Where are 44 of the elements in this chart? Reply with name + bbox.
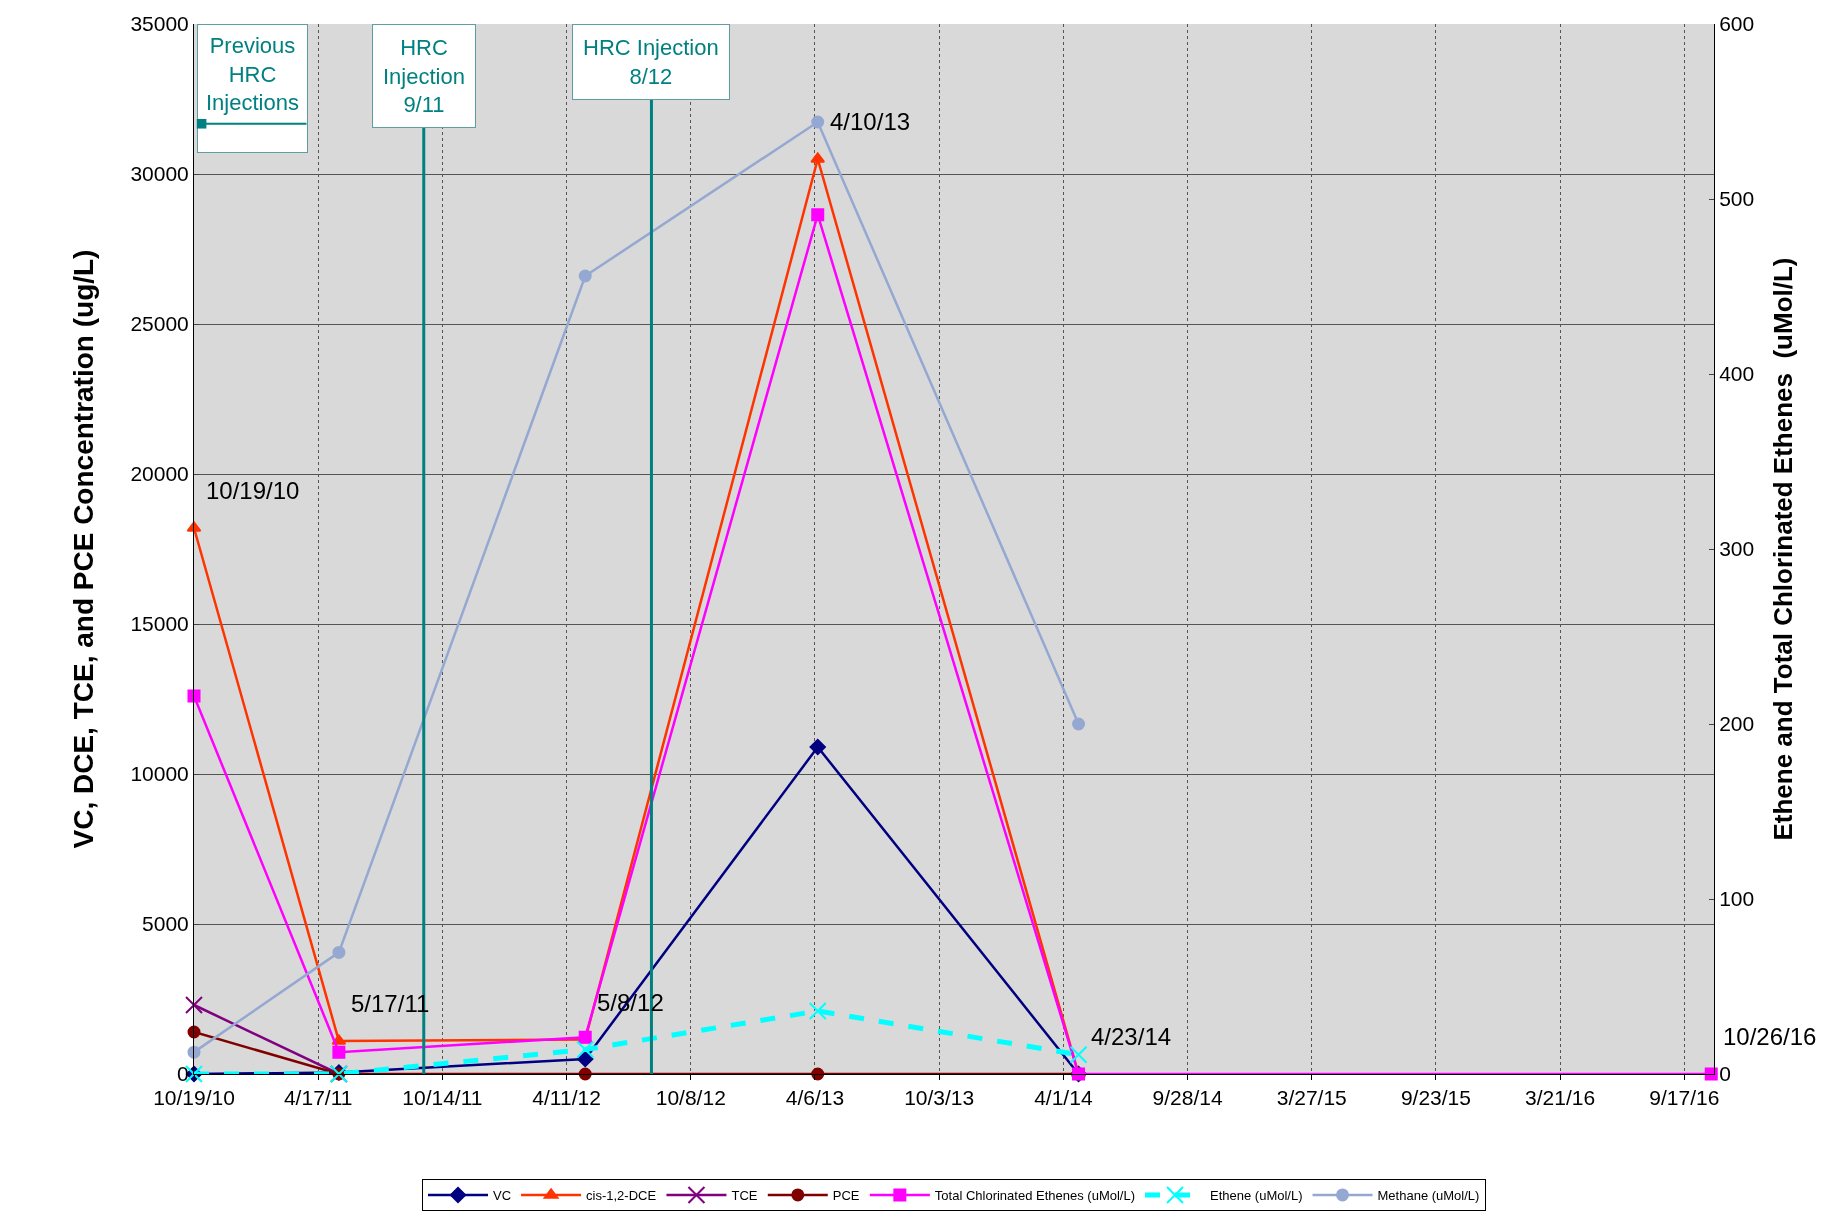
y-tick-label: 0 (177, 1062, 189, 1086)
y2-tick-label: 0 (1719, 1062, 1731, 1086)
y2-tick-label: 300 (1719, 537, 1755, 561)
y-tick-label: 5000 (142, 912, 189, 936)
y-tick-label: 15000 (130, 612, 189, 636)
y2-tick-label: 200 (1719, 712, 1755, 736)
x-tick-label: 3/21/16 (1525, 1086, 1596, 1110)
legend-label: TCE (731, 1188, 758, 1204)
annotation: 4/23/14 (1091, 1023, 1172, 1050)
x-tick-label: 10/3/13 (904, 1086, 975, 1110)
y-tick-label: 30000 (130, 162, 189, 186)
x-tick-label: 4/1/14 (1034, 1086, 1093, 1110)
y-axis-title: VC, DCE, TCE, and PCE Concentration (ug/L) (68, 249, 100, 849)
y-tick-label: 25000 (130, 312, 189, 336)
ref-line-label: HRC Injection 9/11 (383, 35, 465, 118)
y2-tick-label: 400 (1719, 362, 1755, 386)
legend-label: Total Chlorinated Ethenes (uMol/L) (934, 1188, 1136, 1204)
annotation: 10/26/16 (1723, 1023, 1817, 1050)
ref-line-label: HRC Injection 8/12 (583, 35, 719, 89)
y-tick-label: 20000 (130, 462, 189, 486)
legend-label: VC (493, 1188, 512, 1204)
x-tick-label: 4/11/12 (532, 1086, 601, 1110)
legend-label: cis-1,2-DCE (586, 1188, 657, 1204)
x-tick-label: 9/23/15 (1400, 1086, 1471, 1110)
x-tick-label: 9/28/14 (1152, 1086, 1223, 1110)
x-tick-label: 4/17/11 (283, 1086, 353, 1110)
y-tick-label: 10000 (130, 762, 189, 786)
y2-axis-title: Ethene and Total Chlorinated Ethenes (uMol/L) (1767, 257, 1798, 841)
y2-tick-label: 500 (1719, 187, 1755, 211)
x-tick-label: 10/14/11 (402, 1086, 483, 1110)
x-tick-label: 4/6/13 (785, 1086, 845, 1110)
annotation: Previous HRC Injections (206, 33, 299, 116)
y-tick-label: 35000 (130, 12, 189, 36)
annotation: 4/10/13 (830, 108, 911, 135)
legend-label: PCE (832, 1188, 860, 1204)
x-tick-label: 10/8/12 (655, 1086, 726, 1110)
x-tick-label: 9/17/16 (1649, 1086, 1720, 1110)
legend-label: Ethene (uMol/L) (1210, 1188, 1303, 1204)
y2-tick-label: 100 (1719, 887, 1755, 911)
x-tick-label: 3/27/15 (1276, 1086, 1347, 1110)
y2-tick-label: 600 (1719, 12, 1755, 36)
x-tick-label: 10/19/10 (153, 1086, 235, 1110)
annotation: 10/19/10 (206, 477, 300, 504)
legend-label: Methane (uMol/L) (1377, 1188, 1480, 1204)
